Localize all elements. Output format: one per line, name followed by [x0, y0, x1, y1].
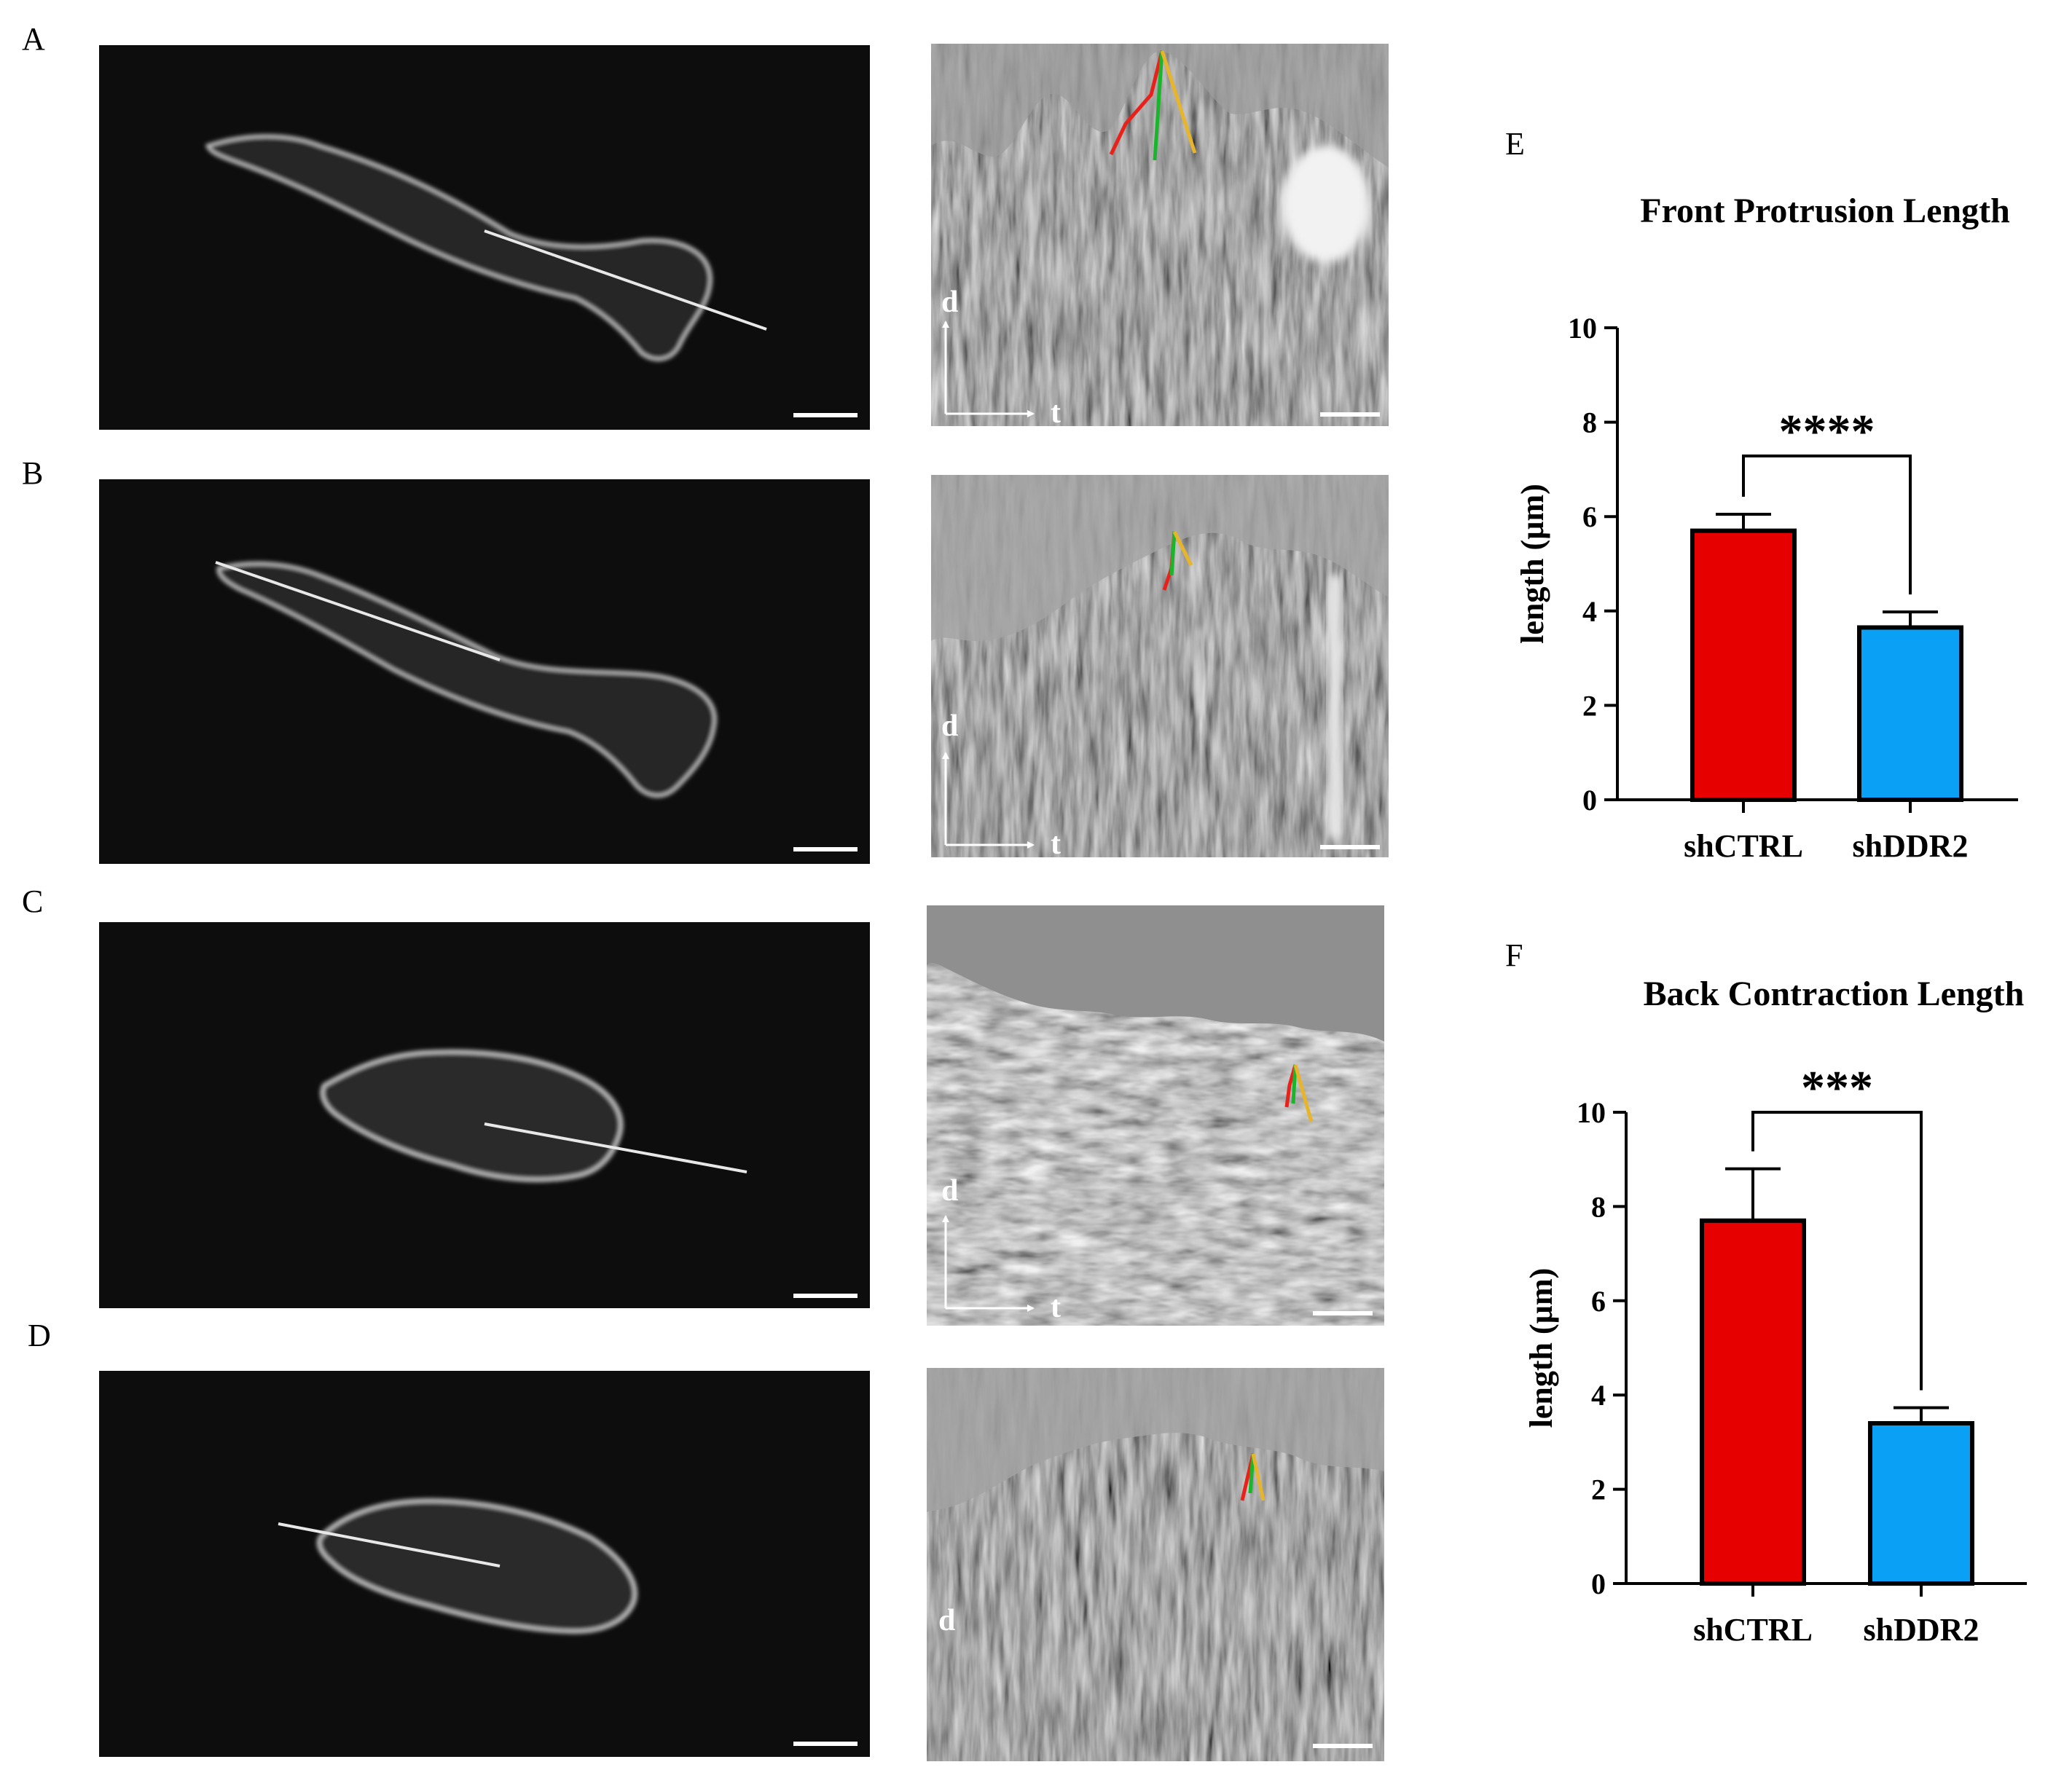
kymo-d-label: d: [938, 1604, 955, 1637]
scale-bar: [793, 1294, 858, 1298]
y-tick-label: 8: [1582, 406, 1597, 439]
bar-shddr2: [1868, 1421, 1974, 1586]
chart-title: Front Protrusion Length: [1640, 192, 2010, 230]
kymo-t-label: t: [1051, 827, 1061, 861]
kymograph-d: d: [927, 1368, 1384, 1761]
scale-bar: [1320, 845, 1380, 849]
kymograph-a: d t: [931, 44, 1389, 430]
scale-bar: [793, 413, 858, 417]
kymo-d-label: d: [941, 709, 958, 743]
phase-image-a: [99, 45, 870, 430]
panel-label-d: D: [28, 1318, 51, 1353]
panel-e: E Front Protrusion Length 0 2 4 6 8 10 length (…: [1505, 126, 2018, 864]
y-tick-label: 6: [1582, 500, 1597, 533]
panel-c: C d t: [22, 884, 1384, 1326]
panel-label-f: F: [1505, 937, 1523, 973]
significance-bracket: [1751, 1111, 1923, 1390]
x-tick-label: shCTRL: [1684, 828, 1803, 864]
y-tick-label: 8: [1591, 1190, 1606, 1223]
y-tick-label: 0: [1582, 784, 1597, 817]
scale-bar: [793, 847, 858, 851]
x-tick-label: shCTRL: [1693, 1612, 1813, 1648]
phase-image-d: [99, 1371, 870, 1757]
panel-label-b: B: [22, 455, 43, 491]
significance-bracket: [1742, 455, 1912, 595]
kymo-d-label: d: [941, 1174, 958, 1208]
panel-b: B d t: [22, 455, 1389, 864]
y-tick-label: 6: [1591, 1285, 1606, 1318]
y-tick-label: 2: [1582, 689, 1597, 722]
significance-stars: ***: [1801, 1061, 1873, 1114]
x-tick-label: shDDR2: [1853, 828, 1969, 864]
y-tick-label: 2: [1591, 1474, 1606, 1506]
kymo-t-label: t: [1051, 1291, 1061, 1324]
panel-a: A d t: [22, 21, 1389, 430]
panel-label-e: E: [1505, 126, 1525, 162]
kymo-t-label: t: [1051, 396, 1061, 430]
scale-bar: [793, 1742, 858, 1746]
significance-stars: ****: [1779, 405, 1875, 458]
y-tick-label: 4: [1582, 595, 1597, 628]
scale-bar: [1320, 412, 1380, 417]
y-tick-label: 4: [1591, 1379, 1606, 1412]
kymograph-c: d t: [927, 905, 1384, 1326]
panel-label-c: C: [22, 884, 43, 919]
bar-shddr2: [1857, 625, 1963, 802]
x-tick-label: shDDR2: [1864, 1612, 1979, 1648]
chart-back-contraction: Back Contraction Length 0 2 4 6 8 10 length (µm…: [1523, 975, 2027, 1648]
y-tick-label: 10: [1577, 1096, 1606, 1129]
phase-image-b: [99, 479, 870, 864]
kymo-d-label: d: [941, 286, 958, 319]
y-axis-label: length (µm): [1523, 1268, 1559, 1428]
y-tick-label: 0: [1591, 1567, 1606, 1600]
phase-image-c: [99, 922, 870, 1308]
panel-f: F Back Contraction Length 0 2 4 6 8 10 length (…: [1505, 937, 2027, 1648]
scale-bar: [1313, 1311, 1373, 1315]
bar-shctrl: [1700, 1218, 1806, 1586]
panel-label-a: A: [22, 21, 45, 57]
y-axis-label: length (µm): [1515, 484, 1550, 644]
kymograph-b: d t: [931, 475, 1389, 861]
bar-shctrl: [1690, 528, 1797, 802]
scale-bar: [1313, 1744, 1373, 1748]
panel-d: D d: [28, 1318, 1384, 1761]
chart-front-protrusion: Front Protrusion Length 0 2 4 6 8 10 length (µm…: [1515, 192, 2018, 864]
chart-title: Back Contraction Length: [1644, 975, 2025, 1013]
y-tick-label: 10: [1568, 312, 1597, 345]
